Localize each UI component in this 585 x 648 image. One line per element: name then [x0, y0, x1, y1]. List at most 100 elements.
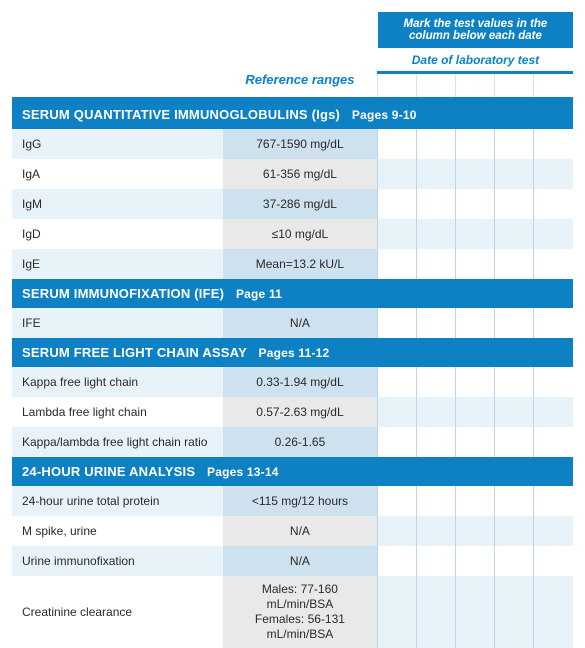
section-header: SERUM QUANTITATIVE IMMUNOGLOBULINS (Igs)… [12, 99, 573, 130]
value-cell[interactable] [456, 427, 495, 457]
value-cell[interactable] [377, 219, 416, 249]
value-cell[interactable] [377, 159, 416, 189]
value-cell[interactable] [377, 189, 416, 219]
value-cell[interactable] [534, 159, 573, 189]
value-cell[interactable] [495, 249, 534, 279]
value-cell[interactable] [456, 159, 495, 189]
value-cell[interactable] [534, 486, 573, 516]
value-cell[interactable] [456, 576, 495, 648]
value-cell[interactable] [495, 546, 534, 576]
value-cell[interactable] [377, 486, 416, 516]
value-cell[interactable] [377, 516, 416, 546]
mark-values-note: Mark the test values in the column below… [377, 12, 573, 48]
test-label: IgM [12, 189, 223, 219]
value-cell[interactable] [495, 159, 534, 189]
table-row: M spike, urineN/A [12, 516, 573, 546]
value-cell[interactable] [456, 546, 495, 576]
value-cell[interactable] [377, 397, 416, 427]
reference-range: 0.57-2.63 mg/dL [223, 397, 377, 427]
reference-ranges-header: Reference ranges [223, 12, 377, 99]
value-cell[interactable] [534, 546, 573, 576]
value-cell[interactable] [416, 249, 455, 279]
value-cell[interactable] [534, 516, 573, 546]
value-cell[interactable] [416, 427, 455, 457]
value-cell[interactable] [377, 576, 416, 648]
value-cell[interactable] [534, 189, 573, 219]
value-cell[interactable] [495, 367, 534, 397]
reference-range: 61-356 mg/dL [223, 159, 377, 189]
test-label: Lambda free light chain [12, 397, 223, 427]
value-cell[interactable] [456, 516, 495, 546]
reference-range: Mean=13.2 kU/L [223, 249, 377, 279]
value-cell[interactable] [416, 129, 455, 159]
section-pages: Pages 9-10 [344, 108, 417, 122]
table-row: IgM37-286 mg/dL [12, 189, 573, 219]
value-cell[interactable] [456, 189, 495, 219]
lab-test-table: Reference ranges Mark the test values in… [12, 12, 573, 648]
section-title: SERUM IMMUNOFIXATION (IFE) [22, 286, 224, 301]
reference-range: 37-286 mg/dL [223, 189, 377, 219]
value-cell[interactable] [377, 308, 416, 338]
test-label: M spike, urine [12, 516, 223, 546]
test-label: Urine immunofixation [12, 546, 223, 576]
value-cell[interactable] [377, 546, 416, 576]
value-cell[interactable] [456, 367, 495, 397]
date-column-5[interactable] [534, 73, 573, 99]
test-label: IgE [12, 249, 223, 279]
value-cell[interactable] [534, 249, 573, 279]
value-cell[interactable] [495, 189, 534, 219]
table-row: Creatinine clearanceMales: 77-160 mL/min… [12, 576, 573, 648]
value-cell[interactable] [416, 516, 455, 546]
reference-range: Males: 77-160 mL/min/BSAFemales: 56-131 … [223, 576, 377, 648]
value-cell[interactable] [416, 308, 455, 338]
value-cell[interactable] [534, 576, 573, 648]
reference-range: N/A [223, 546, 377, 576]
value-cell[interactable] [495, 397, 534, 427]
section-title: SERUM QUANTITATIVE IMMUNOGLOBULINS (Igs) [22, 107, 340, 122]
value-cell[interactable] [456, 219, 495, 249]
value-cell[interactable] [377, 129, 416, 159]
value-cell[interactable] [377, 427, 416, 457]
section-pages: Page 11 [228, 287, 282, 301]
value-cell[interactable] [534, 219, 573, 249]
test-label: Kappa/lambda free light chain ratio [12, 427, 223, 457]
value-cell[interactable] [416, 576, 455, 648]
section-title: 24-HOUR URINE ANALYSIS [22, 464, 195, 479]
value-cell[interactable] [416, 219, 455, 249]
value-cell[interactable] [495, 427, 534, 457]
value-cell[interactable] [377, 367, 416, 397]
reference-range: 0.33-1.94 mg/dL [223, 367, 377, 397]
value-cell[interactable] [534, 129, 573, 159]
date-column-4[interactable] [495, 73, 534, 99]
value-cell[interactable] [495, 576, 534, 648]
value-cell[interactable] [377, 249, 416, 279]
value-cell[interactable] [456, 308, 495, 338]
value-cell[interactable] [456, 397, 495, 427]
value-cell[interactable] [495, 308, 534, 338]
value-cell[interactable] [534, 308, 573, 338]
value-cell[interactable] [495, 516, 534, 546]
value-cell[interactable] [495, 129, 534, 159]
date-column-3[interactable] [456, 73, 495, 99]
value-cell[interactable] [495, 486, 534, 516]
value-cell[interactable] [416, 397, 455, 427]
section-header: SERUM FREE LIGHT CHAIN ASSAY Pages 11-12 [12, 338, 573, 367]
value-cell[interactable] [456, 486, 495, 516]
reference-range: N/A [223, 308, 377, 338]
value-cell[interactable] [416, 546, 455, 576]
value-cell[interactable] [416, 367, 455, 397]
date-column-2[interactable] [416, 73, 455, 99]
value-cell[interactable] [416, 159, 455, 189]
value-cell[interactable] [456, 249, 495, 279]
value-cell[interactable] [456, 129, 495, 159]
date-of-test-header: Date of laboratory test [377, 48, 573, 73]
value-cell[interactable] [534, 427, 573, 457]
value-cell[interactable] [416, 486, 455, 516]
value-cell[interactable] [495, 219, 534, 249]
value-cell[interactable] [534, 397, 573, 427]
section-pages: Pages 13-14 [199, 465, 279, 479]
header-row-1: Reference ranges Mark the test values in… [12, 12, 573, 48]
value-cell[interactable] [416, 189, 455, 219]
date-column-1[interactable] [377, 73, 416, 99]
value-cell[interactable] [534, 367, 573, 397]
